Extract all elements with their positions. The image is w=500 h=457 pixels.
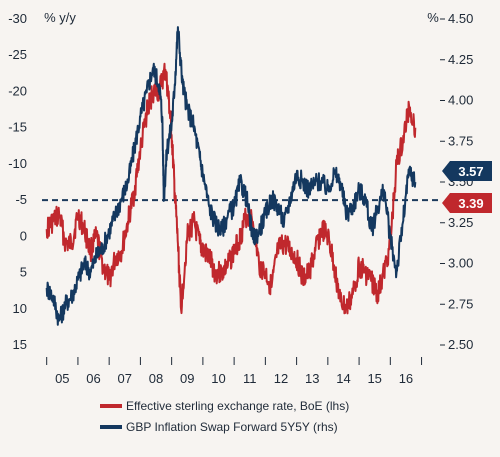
x-tick-label: 08 <box>149 371 163 386</box>
x-tick-label: 09 <box>180 371 194 386</box>
left-tick-label: 15 <box>13 337 27 352</box>
right-tick-label: 2.50 <box>448 337 473 352</box>
end-value-badge-shape <box>442 161 492 181</box>
right-tick-label: 4.00 <box>448 93 473 108</box>
left-tick-label: 0 <box>20 228 27 243</box>
series-line-0 <box>45 62 417 315</box>
x-tick-label: 06 <box>86 371 100 386</box>
end-value-badge-text: 3.57 <box>458 164 483 179</box>
right-tick-label: 4.25 <box>448 52 473 67</box>
x-tick-label: 07 <box>118 371 132 386</box>
left-tick-label: -30 <box>8 11 27 26</box>
right-tick-label: 2.75 <box>448 296 473 311</box>
right-tick-label: 3.25 <box>448 215 473 230</box>
end-value-badge-shape <box>442 193 492 213</box>
right-axis-unit: % <box>427 10 439 25</box>
x-tick-label: 10 <box>211 371 225 386</box>
left-tick-label: -5 <box>15 192 27 207</box>
end-value-badge: 3.57 <box>442 161 492 181</box>
right-tick-label: 3.00 <box>448 256 473 271</box>
legend-label: GBP Inflation Swap Forward 5Y5Y (rhs) <box>126 420 338 434</box>
left-tick-label: -10 <box>8 156 27 171</box>
left-tick-label: -20 <box>8 83 27 98</box>
left-axis-unit: % y/y <box>44 10 76 25</box>
series-line-1 <box>45 26 417 326</box>
x-tick-label: 05 <box>55 371 69 386</box>
x-tick-label: 16 <box>399 371 413 386</box>
x-tick-label: 15 <box>367 371 381 386</box>
right-tick-label: 4.50 <box>448 11 473 26</box>
left-tick-label: 10 <box>13 301 27 316</box>
legend-label: Effective sterling exchange rate, BoE (l… <box>126 399 349 413</box>
x-tick-label: 12 <box>274 371 288 386</box>
left-tick-label: -15 <box>8 120 27 135</box>
end-value-badge-text: 3.39 <box>458 196 483 211</box>
left-tick-label: 5 <box>20 265 27 280</box>
end-value-badge: 3.39 <box>442 193 492 213</box>
right-tick-label: 3.75 <box>448 133 473 148</box>
x-tick-label: 13 <box>305 371 319 386</box>
left-tick-label: -25 <box>8 47 27 62</box>
x-tick-label: 11 <box>243 371 257 386</box>
x-tick-label: 14 <box>336 371 350 386</box>
